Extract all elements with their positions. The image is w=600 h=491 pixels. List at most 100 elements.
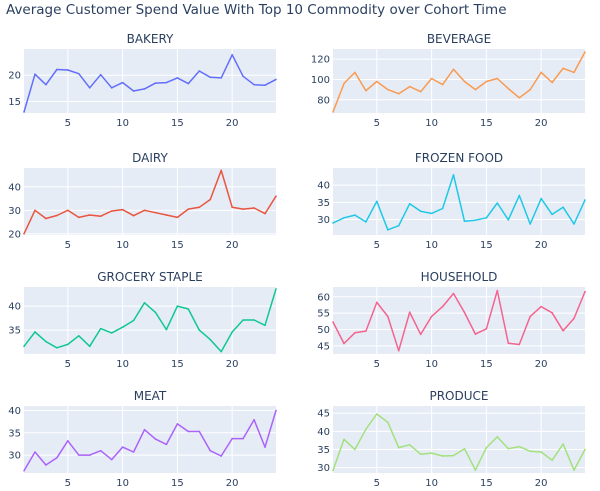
data-point — [23, 345, 25, 348]
data-point — [343, 342, 345, 345]
x-tick-label: 5 — [374, 118, 380, 129]
data-point — [540, 451, 542, 453]
data-point — [441, 207, 444, 210]
y-tick-label: 40 — [8, 302, 21, 313]
data-point — [573, 223, 575, 225]
x-tick-label: 20 — [535, 240, 548, 251]
data-point — [474, 88, 477, 91]
x-tick-label: 20 — [226, 478, 239, 489]
data-point — [99, 215, 102, 217]
data-point — [551, 213, 553, 216]
y-tick-label: 40 — [317, 181, 330, 192]
data-point — [121, 208, 124, 211]
subplot-title: BAKERY — [127, 32, 174, 46]
data-point — [452, 454, 455, 457]
data-point — [67, 343, 69, 346]
data-point — [242, 208, 244, 210]
data-point — [529, 450, 532, 453]
x-tick-label: 20 — [226, 240, 239, 251]
data-point — [365, 221, 367, 223]
data-point — [573, 317, 575, 320]
data-point — [77, 216, 80, 219]
data-point — [99, 327, 102, 330]
data-point — [430, 452, 433, 454]
y-tick-label: 45 — [317, 409, 330, 420]
data-point — [562, 329, 564, 332]
x-tick-label: 5 — [65, 118, 71, 129]
data-point — [485, 328, 488, 330]
data-point — [474, 469, 477, 471]
data-point — [441, 83, 444, 86]
data-point — [376, 413, 378, 415]
subplot-title: GROCERY STAPLE — [97, 270, 203, 284]
plot-background — [24, 287, 276, 354]
data-point — [408, 311, 411, 313]
data-point — [77, 454, 80, 456]
data-point — [376, 80, 378, 83]
data-point — [584, 51, 586, 53]
x-tick-label: 15 — [171, 240, 184, 251]
data-point — [507, 342, 510, 345]
data-point — [343, 438, 345, 441]
data-point — [220, 169, 223, 172]
data-point — [45, 464, 47, 466]
data-point — [376, 200, 378, 203]
y-tick-label: 40 — [8, 406, 21, 417]
data-point — [507, 87, 510, 90]
data-point — [507, 219, 510, 221]
data-point — [110, 332, 113, 334]
data-point — [332, 111, 334, 113]
data-point — [562, 443, 564, 445]
data-point — [397, 224, 400, 227]
y-tick-label: 15 — [8, 97, 21, 108]
data-point — [518, 194, 521, 197]
data-point — [143, 88, 146, 90]
data-point — [332, 469, 334, 472]
data-point — [187, 82, 190, 85]
data-point — [354, 214, 356, 216]
data-point — [220, 350, 223, 353]
data-point — [67, 69, 69, 71]
plot-background — [24, 49, 276, 113]
plot-background — [333, 287, 585, 354]
data-point — [165, 81, 168, 84]
data-point — [365, 428, 367, 430]
subplot-title: BEVERAGE — [427, 32, 491, 46]
data-point — [143, 209, 146, 212]
data-point — [485, 217, 488, 219]
series-line — [332, 51, 586, 113]
data-point — [231, 206, 233, 209]
data-point — [176, 216, 179, 219]
data-point — [463, 447, 466, 450]
subplot-produce: 5 10 15 20 30 35 40 45 PRODUCE — [317, 389, 586, 489]
y-tick-label: 40 — [8, 182, 21, 193]
data-point — [165, 214, 168, 216]
data-point — [264, 446, 266, 448]
data-point — [408, 202, 411, 205]
data-point — [463, 311, 466, 314]
data-point — [573, 469, 575, 471]
data-point — [386, 229, 389, 231]
data-point — [56, 214, 58, 217]
data-point — [143, 428, 146, 431]
data-point — [132, 90, 135, 92]
data-point — [231, 437, 233, 440]
data-point — [463, 220, 466, 223]
data-point — [154, 311, 157, 314]
data-point — [419, 453, 422, 455]
data-point — [584, 199, 586, 201]
data-point — [132, 214, 135, 217]
series-line — [23, 288, 277, 353]
x-tick-label: 15 — [480, 478, 493, 489]
data-point — [231, 53, 233, 56]
data-point — [518, 343, 521, 346]
data-point — [264, 324, 266, 327]
x-tick-label: 15 — [171, 478, 184, 489]
data-point — [23, 111, 25, 113]
data-point — [110, 210, 113, 212]
data-point — [253, 207, 255, 209]
plot-background — [24, 168, 276, 235]
data-point — [220, 455, 223, 457]
data-point — [354, 448, 356, 451]
data-point — [132, 319, 135, 322]
